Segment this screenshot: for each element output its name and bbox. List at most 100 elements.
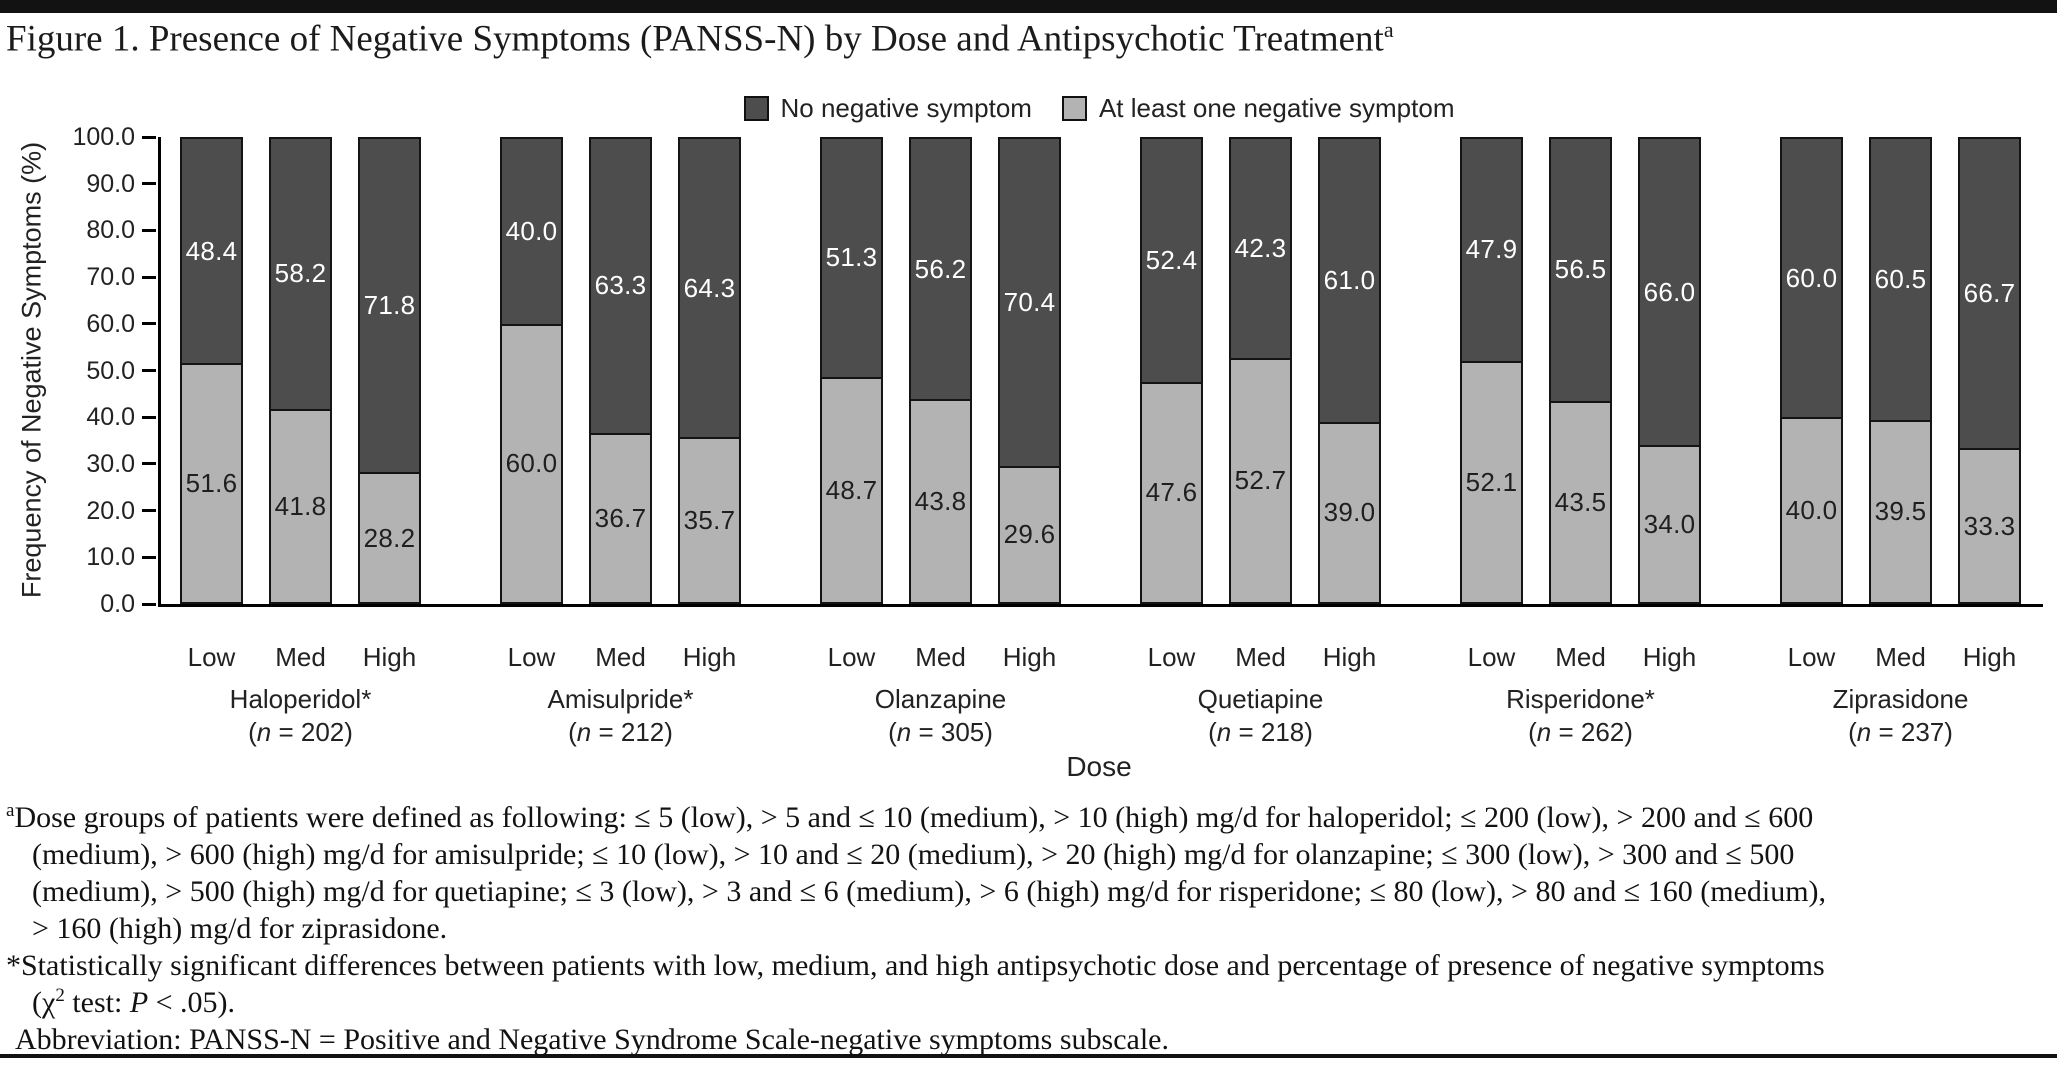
bar-segment-no-negative-symptom: 52.4 — [1140, 137, 1203, 382]
y-tick-label: 40.0 — [86, 403, 135, 432]
bar-value-label: 64.3 — [683, 272, 736, 303]
y-tick-mark — [142, 135, 156, 139]
bar-segment-no-negative-symptom: 66.7 — [1958, 137, 2021, 449]
y-tick-label: 70.0 — [86, 263, 135, 292]
group-label-drug: Haloperidol* — [229, 684, 372, 714]
bar-segment-at-least-one-negative-symptom: 35.7 — [678, 437, 741, 604]
group-label-drug: Quetiapine — [1197, 684, 1324, 714]
x-tick-label-dose: Med — [275, 642, 326, 672]
bar-segment-no-negative-symptom: 63.3 — [589, 137, 652, 433]
bar-value-label: 48.7 — [825, 474, 878, 505]
stacked-bar: 52.4 47.6 — [1140, 137, 1203, 604]
group-label-n: (n = 237) — [1848, 717, 1953, 747]
bar-value-label: 43.8 — [914, 486, 967, 517]
bar-value-label: 39.5 — [1874, 496, 1927, 527]
legend-label-at-least-one-negative-symptom: At least one negative symptom — [1098, 93, 1455, 123]
group-label-drug: Olanzapine — [874, 684, 1007, 714]
bar-value-label: 36.7 — [594, 502, 647, 533]
x-tick-label-dose: Med — [1555, 642, 1606, 672]
stacked-bar: 63.3 36.7 — [589, 137, 652, 604]
y-tick-label: 80.0 — [86, 216, 135, 245]
stacked-bar: 70.4 29.6 — [998, 137, 1061, 604]
bar-segment-at-least-one-negative-symptom: 29.6 — [998, 465, 1061, 604]
bar-segment-no-negative-symptom: 64.3 — [678, 137, 741, 438]
bar-segment-at-least-one-negative-symptom: 43.8 — [909, 399, 972, 604]
group-label-drug: Risperidone* — [1506, 684, 1655, 714]
x-tick-label-dose: High — [1002, 642, 1057, 672]
title-superscript: a — [1383, 17, 1394, 42]
y-tick-label: 10.0 — [86, 543, 135, 572]
bar-value-label: 66.7 — [1963, 278, 2016, 309]
y-tick-mark — [142, 555, 156, 559]
footnote-line: *Statistically significant differences b… — [6, 949, 1825, 982]
bar-value-label: 51.6 — [185, 468, 238, 498]
group-label-n: (n = 212) — [568, 717, 673, 747]
bar-segment-at-least-one-negative-symptom: 41.8 — [269, 408, 332, 604]
bar-segment-at-least-one-negative-symptom: 28.2 — [358, 472, 421, 604]
y-tick-label: 90.0 — [86, 169, 135, 198]
bar-segment-no-negative-symptom: 66.0 — [1638, 137, 1701, 446]
y-tick-mark — [142, 602, 156, 606]
footnotes: aDose groups of patients were defined as… — [6, 799, 2054, 1058]
bar-value-label: 47.9 — [1465, 234, 1518, 265]
bar-segment-no-negative-symptom: 60.5 — [1869, 137, 1932, 420]
legend-label-no-negative-symptom: No negative symptom — [780, 93, 1032, 123]
stacked-bar: 64.3 35.7 — [678, 137, 741, 604]
y-tick-label: 100.0 — [72, 123, 135, 151]
legend-item-at-least-one-negative-symptom: At least one negative symptom — [1061, 93, 1455, 124]
bar-segment-no-negative-symptom: 71.8 — [358, 137, 421, 473]
bar-value-label: 70.4 — [1003, 286, 1056, 317]
y-tick-label: 0.0 — [100, 590, 135, 618]
x-tick-label-dose: Low — [507, 642, 556, 672]
bar-segment-no-negative-symptom: 70.4 — [998, 137, 1061, 466]
bar-value-label: 52.1 — [1465, 466, 1518, 497]
x-tick-label-dose: Low — [187, 642, 236, 672]
stacked-bar: 61.0 39.0 — [1318, 137, 1381, 604]
x-tick-label-dose: Low — [827, 642, 876, 672]
group-label-n: (n = 262) — [1528, 717, 1633, 747]
top-rule — [0, 0, 2057, 13]
stacked-bar: 60.5 39.5 — [1869, 137, 1932, 604]
y-tick-mark — [142, 415, 156, 419]
bar-value-label: 66.0 — [1643, 276, 1696, 307]
bar-value-label: 60.0 — [1785, 262, 1838, 293]
bar-segment-at-least-one-negative-symptom: 34.0 — [1638, 445, 1701, 604]
bar-value-label: 56.5 — [1554, 254, 1607, 285]
y-tick-label: 60.0 — [86, 309, 135, 338]
x-tick-label-dose: High — [1642, 642, 1697, 672]
bar-value-label: 52.4 — [1145, 244, 1198, 275]
bar-segment-at-least-one-negative-symptom: 60.0 — [500, 323, 563, 604]
group-label-n: (n = 202) — [248, 717, 353, 747]
bar-segment-no-negative-symptom: 51.3 — [820, 137, 883, 377]
bar-value-label: 51.3 — [825, 242, 878, 273]
group-label-drug: Amisulpride* — [547, 684, 694, 714]
bar-segment-at-least-one-negative-symptom: 52.7 — [1229, 357, 1292, 604]
y-tick-mark — [142, 322, 156, 326]
y-tick-mark — [142, 369, 156, 372]
bar-value-label: 43.5 — [1554, 486, 1607, 517]
bar-segment-no-negative-symptom: 47.9 — [1460, 137, 1523, 361]
plot-area: 100.0 90.0 80.0 70.0 60.0 50.0 40.0 30.0 20.0 10.… — [72, 123, 2043, 747]
x-tick-label-dose: High — [682, 642, 737, 672]
bar-value-label: 40.0 — [505, 215, 558, 246]
bar-segment-at-least-one-negative-symptom: 33.3 — [1958, 448, 2021, 604]
y-tick-mark — [142, 182, 156, 186]
x-tick-label-dose: Med — [915, 642, 966, 672]
figure-title-text: Figure 1. Presence of Negative Symptoms … — [6, 18, 1384, 60]
bar-value-label: 56.2 — [914, 253, 967, 284]
y-tick-label: 50.0 — [86, 356, 135, 385]
y-tick-mark — [142, 228, 156, 232]
x-tick-label-dose: High — [1322, 642, 1377, 672]
group-label-n: (n = 218) — [1208, 717, 1313, 747]
stacked-bar: 40.0 60.0 — [500, 137, 563, 604]
bar-value-label: 60.0 — [505, 448, 558, 479]
stacked-bar: 56.5 43.5 — [1549, 137, 1612, 604]
group-label-n: (n = 305) — [888, 717, 993, 747]
bar-segment-at-least-one-negative-symptom: 51.6 — [180, 363, 243, 604]
y-tick-label: 30.0 — [86, 449, 135, 478]
figure-title: Figure 1. Presence of Negative Symptoms … — [6, 17, 1394, 60]
bar-segment-no-negative-symptom: 42.3 — [1229, 137, 1292, 358]
bar-value-label: 33.3 — [1963, 510, 2016, 541]
stacked-bar: 51.3 48.7 — [820, 137, 883, 604]
stacked-bar: 60.0 40.0 — [1780, 137, 1843, 604]
